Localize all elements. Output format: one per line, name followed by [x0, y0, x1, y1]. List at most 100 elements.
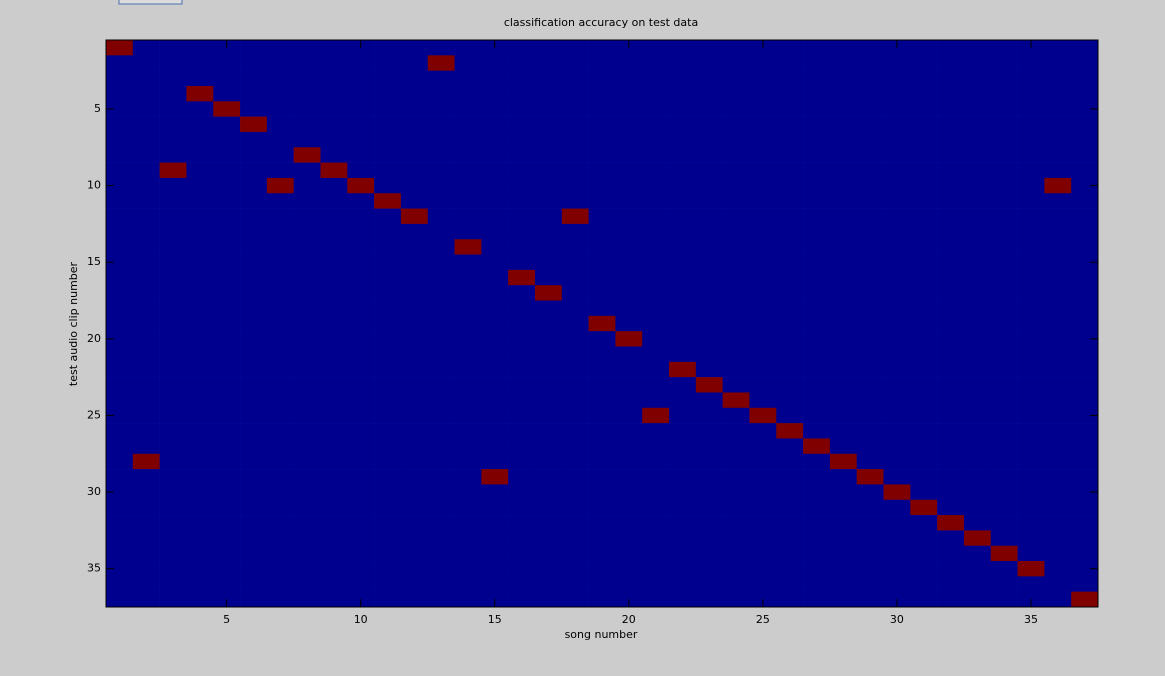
cell: [883, 377, 911, 393]
cell: [803, 116, 831, 133]
zoom-button[interactable]: [118, 0, 183, 5]
cell: [615, 147, 643, 163]
cell: [776, 70, 804, 87]
cell: [722, 453, 750, 470]
cell: [1017, 254, 1045, 271]
cell: [990, 591, 1018, 608]
cell: [534, 407, 563, 424]
cell: [508, 591, 536, 608]
cell: [159, 469, 187, 485]
cell: [588, 499, 616, 516]
cell: [508, 131, 536, 148]
cell: [561, 453, 589, 470]
cell: [240, 377, 268, 393]
cell: [588, 576, 616, 592]
cell: [106, 591, 134, 608]
cell: [320, 484, 348, 501]
cell: [320, 239, 348, 255]
cell: [400, 131, 429, 148]
cell: [588, 407, 616, 424]
cell: [856, 591, 884, 608]
cell: [481, 545, 509, 562]
cell: [427, 392, 455, 409]
cell: [427, 300, 455, 317]
cell: [561, 469, 589, 485]
cell: [669, 254, 697, 271]
cell: [803, 361, 831, 378]
cell: [481, 193, 509, 209]
cell: [293, 193, 321, 209]
cell: [347, 361, 375, 378]
cell: [856, 177, 884, 194]
cell: [642, 162, 670, 179]
cell: [400, 55, 429, 71]
cell: [561, 407, 589, 424]
cell: [883, 116, 911, 133]
cell: [588, 453, 616, 470]
cell: [293, 55, 321, 71]
cell: [106, 423, 134, 439]
cell: [883, 177, 911, 194]
cell: [803, 515, 831, 531]
cell: [159, 285, 187, 301]
cell: [669, 40, 697, 56]
cell: [240, 484, 268, 501]
cell: [213, 208, 241, 225]
cell: [937, 484, 965, 501]
cell: [963, 453, 992, 470]
cell: [722, 239, 750, 255]
cell: [266, 55, 294, 71]
cell: [749, 392, 777, 409]
cell: [776, 438, 804, 455]
cell: [669, 269, 697, 286]
cell: [159, 193, 187, 209]
cell: [695, 177, 723, 194]
cell: [266, 361, 294, 378]
cell: [561, 285, 589, 301]
cell: [642, 576, 670, 592]
cell: [186, 346, 214, 363]
cell: [588, 223, 616, 240]
cell: [776, 239, 804, 255]
cell: [561, 576, 589, 592]
cell: [427, 223, 455, 240]
cell: [454, 576, 482, 592]
cell: [615, 469, 643, 485]
cell: [454, 561, 482, 577]
cell: [213, 407, 241, 424]
cell: [427, 131, 455, 148]
cell: [937, 392, 965, 409]
cell: [669, 208, 697, 225]
cell: [159, 530, 187, 547]
cell: [615, 438, 643, 455]
cell: [427, 147, 455, 163]
cell: [320, 116, 348, 133]
cell: [159, 269, 187, 286]
cell: [561, 484, 589, 501]
cell: [749, 377, 777, 393]
cell: [695, 208, 723, 225]
cell: [508, 392, 536, 409]
cell: [749, 208, 777, 225]
cell: [534, 392, 563, 409]
cell: [132, 116, 160, 133]
y-tick-label: 10: [87, 179, 101, 192]
cell: [695, 85, 723, 102]
cell: [642, 85, 670, 102]
cell: [240, 147, 268, 163]
cell: [293, 407, 321, 424]
cell: [159, 147, 187, 163]
cell: [669, 438, 697, 455]
cell: [132, 85, 160, 102]
cell: [990, 101, 1018, 117]
cell: [615, 208, 643, 225]
cell: [695, 40, 723, 56]
cell: [829, 545, 858, 562]
cell: [186, 361, 214, 378]
cell: [990, 223, 1018, 240]
cell: [240, 177, 268, 194]
cell: [856, 70, 884, 87]
cell: [454, 392, 482, 409]
cell: [1044, 147, 1072, 163]
